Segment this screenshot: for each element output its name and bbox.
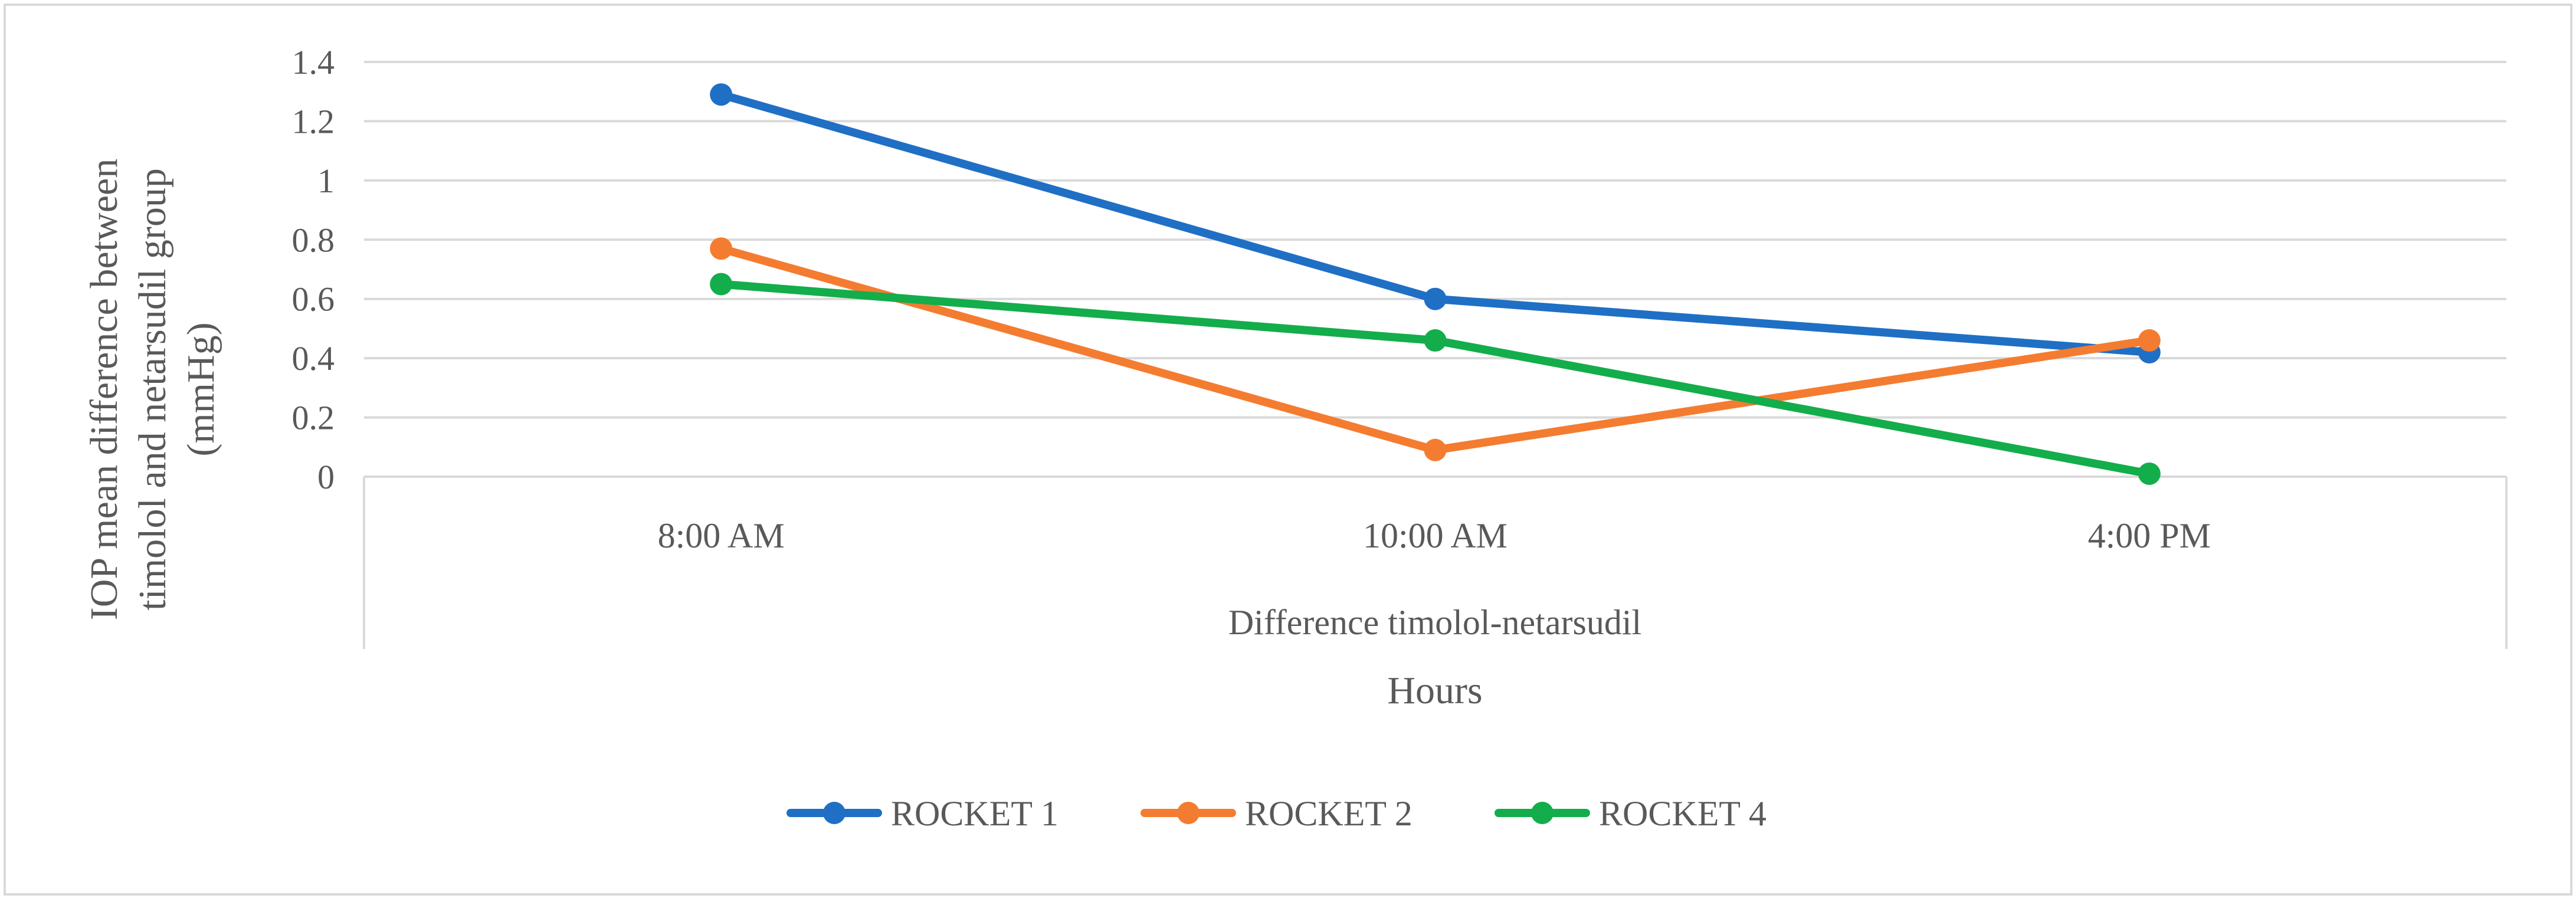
legend-label: ROCKET 1 — [891, 794, 1058, 833]
data-point — [710, 273, 733, 296]
data-point — [1424, 329, 1447, 352]
legend-item: ROCKET 2 — [1140, 794, 1412, 833]
legend-marker — [1177, 802, 1199, 824]
category-group-label: Difference timolol-netarsudil — [1228, 603, 1641, 642]
data-point — [2138, 329, 2161, 352]
chart-border — [4, 4, 2572, 896]
y-axis-title-line-2: timolol and netarsudil group — [131, 168, 174, 611]
legend-label: ROCKET 2 — [1245, 794, 1412, 833]
data-point — [1424, 438, 1447, 461]
x-axis-ticks: 8:00 AM 10:00 AM 4:00 PM — [658, 516, 2211, 555]
data-point — [1424, 287, 1447, 310]
legend-marker — [823, 802, 845, 824]
y-axis-title: IOP mean difference between timolol and … — [83, 159, 222, 620]
y-tick-label: 0.4 — [292, 339, 335, 378]
y-axis-title-line-3: (mmHg) — [179, 322, 222, 456]
data-point — [2138, 462, 2161, 485]
legend-marker — [1531, 802, 1554, 824]
x-tick-label: 4:00 PM — [2088, 516, 2211, 555]
y-tick-label: 0.8 — [292, 221, 335, 259]
legend: ROCKET 1 ROCKET 2 ROCKET 4 — [786, 794, 1767, 833]
category-axis-frame — [363, 477, 2508, 649]
y-tick-label: 0.6 — [292, 280, 335, 319]
series-group — [710, 237, 2161, 461]
data-point — [710, 83, 733, 106]
y-tick-label: 0 — [317, 458, 335, 496]
series-layer — [710, 83, 2161, 485]
x-tick-label: 8:00 AM — [658, 516, 785, 555]
x-tick-label: 10:00 AM — [1363, 516, 1507, 555]
data-point — [710, 237, 733, 260]
series-group — [710, 273, 2161, 485]
y-axis-title-line-1: IOP mean difference between — [83, 159, 126, 620]
y-axis-ticks: 0 0.2 0.4 0.6 0.8 1 1.2 1.4 — [292, 43, 335, 496]
series-group — [710, 83, 2161, 364]
y-tick-label: 1 — [317, 162, 335, 200]
legend-item: ROCKET 4 — [1495, 794, 1767, 833]
legend-item: ROCKET 1 — [786, 794, 1058, 833]
legend-label: ROCKET 4 — [1599, 794, 1767, 833]
y-tick-label: 1.4 — [292, 43, 335, 81]
y-tick-label: 1.2 — [292, 102, 335, 140]
x-axis-title: Hours — [1387, 669, 1482, 712]
y-tick-label: 0.2 — [292, 399, 335, 437]
